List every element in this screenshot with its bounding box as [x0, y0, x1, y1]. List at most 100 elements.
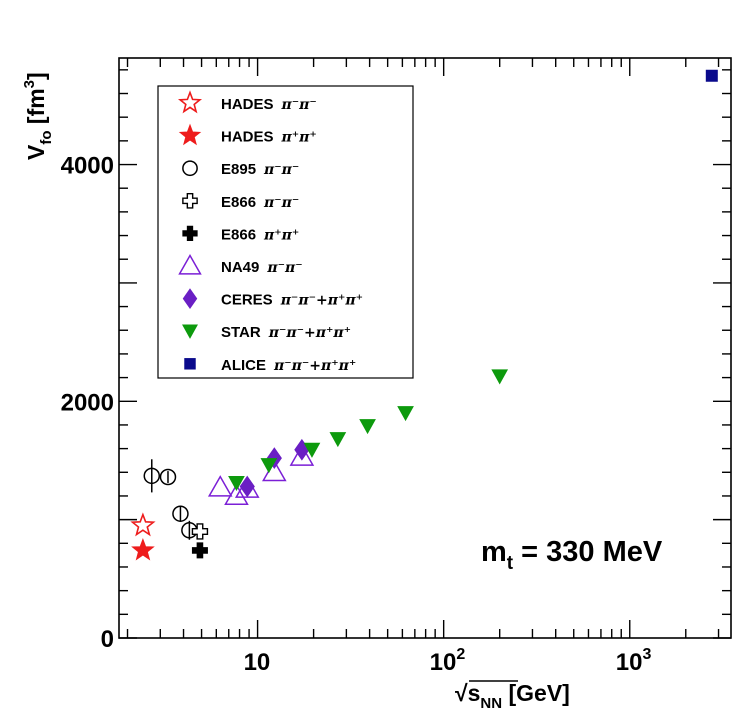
data-point: [191, 523, 209, 540]
legend-label-name: CERES: [221, 292, 273, 309]
data-point: [159, 468, 177, 486]
data-point: [172, 505, 189, 522]
y-axis-title-unit-sup: 3: [21, 80, 38, 88]
legend-box: [157, 85, 414, 379]
legend-label-name: HADES: [221, 129, 274, 146]
data-point: [491, 369, 509, 385]
legend-marker: [182, 225, 198, 242]
series-star: [228, 369, 509, 491]
x-tick-label: 10: [244, 649, 271, 676]
x-tick-labels: 10 102 103: [244, 646, 652, 676]
y-tick-label: 0: [101, 626, 114, 653]
legend-label-pions: π⁻π⁻+π⁺π⁺: [273, 358, 356, 374]
series-na49: [207, 444, 315, 505]
legend-label: E866 π⁻π⁻: [221, 194, 299, 211]
data-point: [260, 458, 278, 474]
legend-label: CERES π⁻π⁻+π⁺π⁺: [221, 292, 363, 309]
x-tick-label-base: 10: [430, 649, 457, 676]
x-axis-title-sub: NN: [480, 695, 502, 712]
data-point: [207, 475, 233, 497]
mt-annotation-sub: t: [507, 553, 514, 574]
data-point: [329, 432, 347, 448]
mt-annotation-main: m: [481, 536, 507, 568]
legend-label-name: E895: [221, 161, 256, 178]
mt-annotation-rest: = 330 MeV: [513, 536, 663, 568]
legend-entry: NA49 π⁻π⁻: [178, 254, 303, 276]
legend-label-pions: π⁻π⁻: [263, 195, 299, 211]
legend-label: E895 π⁻π⁻: [221, 161, 299, 178]
legend-label: STAR π⁻π⁻+π⁺π⁺: [221, 324, 351, 341]
axis-ticks: [119, 58, 731, 639]
legend-entry: E895 π⁻π⁻: [182, 160, 299, 178]
legend-marker: [178, 254, 202, 275]
legend-marker: [177, 90, 203, 114]
x-axis-title-sqrt: √: [455, 680, 468, 706]
legend-label-pions: π⁻π⁻: [266, 260, 302, 276]
y-axis-title-main: V: [23, 144, 49, 160]
data-point: [289, 444, 315, 466]
legend-marker: [182, 324, 198, 339]
legend-marker: [184, 358, 196, 370]
data-point: [228, 475, 245, 491]
legend-entry: ALICE π⁻π⁻+π⁺π⁺: [184, 357, 356, 374]
x-tick-label-exp: 2: [456, 646, 465, 663]
legend-marker: [182, 192, 198, 209]
legend-label-pions: π⁻π⁻+π⁺π⁺: [280, 293, 363, 309]
legend-label-name: E866: [221, 194, 256, 211]
legend-entry: E866 π⁺π⁺: [182, 225, 299, 243]
legend-label: ALICE π⁻π⁻+π⁺π⁺: [221, 357, 356, 374]
y-axis-title: Vfo [fm3]: [21, 72, 55, 160]
series-hades: [131, 537, 155, 561]
series-ceres: [239, 438, 310, 498]
series-hades: [130, 512, 156, 537]
series-e895: [143, 459, 198, 540]
x-axis-title-unit: [GeV]: [502, 680, 570, 706]
y-tick-label: 2000: [61, 389, 114, 416]
series-alice: [705, 69, 718, 82]
legend-entry: STAR π⁻π⁻+π⁺π⁺: [182, 324, 351, 341]
data-points: [130, 69, 718, 561]
legend-label-name: ALICE: [221, 357, 266, 374]
legend-marker: [182, 288, 198, 309]
data-point: [130, 512, 156, 537]
data-point: [143, 467, 161, 485]
legend-label: E866 π⁺π⁺: [221, 226, 299, 243]
data-point: [359, 419, 376, 435]
y-axis-title-sub: fo: [38, 130, 55, 144]
mt-annotation: mt = 330 MeV: [481, 536, 663, 574]
x-tick-label-base: 10: [244, 649, 271, 676]
y-axis-title-unit: [fm: [23, 88, 49, 130]
y-tick-labels: 0 2000 4000: [61, 153, 114, 653]
legend-label: NA49 π⁻π⁻: [221, 259, 303, 276]
legend-marker: [182, 160, 198, 177]
legend-label-name: E866: [221, 226, 256, 243]
legend-label-name: HADES: [221, 96, 274, 113]
legend-label: HADES π⁻π⁻: [221, 96, 317, 113]
legend-marker: [178, 123, 202, 146]
legend-label-pions: π⁻π⁻+π⁺π⁺: [268, 325, 351, 341]
data-point: [131, 537, 155, 561]
data-point: [239, 475, 255, 498]
x-tick-label-exp: 3: [642, 646, 651, 663]
data-point: [705, 69, 718, 82]
x-tick-label: 103: [616, 646, 652, 676]
data-point: [397, 406, 414, 422]
legend-label-name: NA49: [221, 259, 259, 276]
series-e866: [191, 523, 209, 540]
legend-label-pions: π⁻π⁻: [263, 162, 299, 178]
legend-entry: CERES π⁻π⁻+π⁺π⁺: [182, 288, 363, 309]
x-axis-title-main: s: [468, 680, 481, 706]
series-e866: [191, 542, 208, 559]
legend-label: HADES π⁺π⁺: [221, 129, 317, 146]
legend: HADES π⁻π⁻ HADES π⁺π⁺ E895 π⁻π⁻ E866 π⁻π⁻ E866 π⁺…: [177, 90, 363, 374]
legend-label-name: STAR: [221, 324, 261, 341]
legend-entry: HADES π⁺π⁺: [178, 123, 317, 146]
data-point: [303, 442, 321, 458]
data-point: [191, 542, 208, 559]
legend-label-pions: π⁻π⁻: [281, 97, 317, 113]
legend-label-pions: π⁺π⁺: [263, 227, 299, 243]
legend-entry: E866 π⁻π⁻: [182, 192, 299, 211]
x-tick-label-base: 10: [616, 649, 643, 676]
legend-label-pions: π⁺π⁺: [281, 130, 317, 146]
